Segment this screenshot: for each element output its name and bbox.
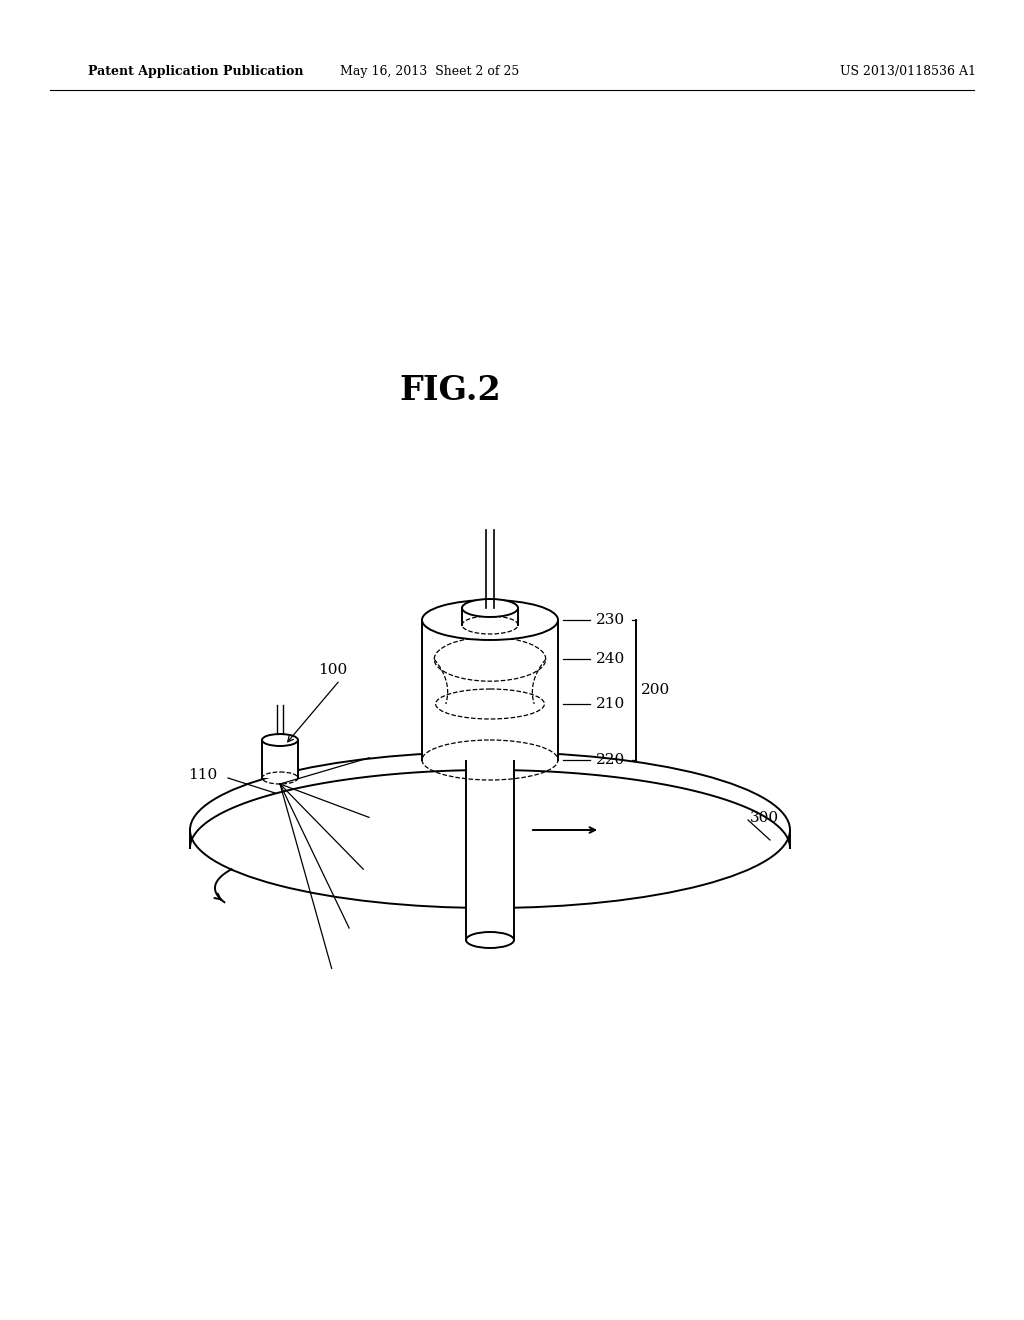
Text: 230: 230 (596, 612, 625, 627)
Text: 100: 100 (318, 663, 347, 677)
Ellipse shape (462, 599, 518, 616)
Bar (462, 609, 518, 624)
Text: 300: 300 (750, 810, 779, 825)
Text: FIG.2: FIG.2 (399, 374, 501, 407)
Text: May 16, 2013  Sheet 2 of 25: May 16, 2013 Sheet 2 of 25 (340, 66, 519, 78)
Bar (422, 620, 558, 760)
Polygon shape (190, 752, 790, 847)
Ellipse shape (466, 932, 514, 948)
Text: 110: 110 (188, 768, 217, 781)
Ellipse shape (422, 601, 558, 640)
Text: Patent Application Publication: Patent Application Publication (88, 66, 303, 78)
Text: US 2013/0118536 A1: US 2013/0118536 A1 (840, 66, 976, 78)
Text: 220: 220 (596, 752, 626, 767)
Ellipse shape (190, 752, 790, 908)
Text: 240: 240 (596, 652, 626, 667)
Text: 210: 210 (596, 697, 626, 711)
Bar (466, 760, 514, 940)
Bar (262, 741, 298, 777)
Ellipse shape (262, 734, 298, 746)
Text: 200: 200 (641, 682, 671, 697)
